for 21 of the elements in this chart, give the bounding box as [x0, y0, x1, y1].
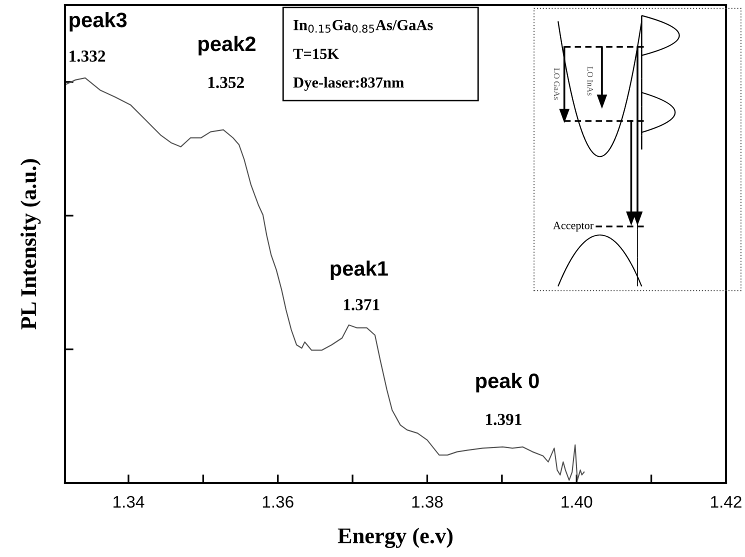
annotation: peak 0	[476, 372, 539, 392]
annotation: 1.391	[486, 414, 522, 426]
annotation: 1.371	[344, 299, 380, 310]
annotation: 1.352	[208, 76, 244, 88]
x-axis-title: Energy (e.v)	[338, 528, 453, 548]
annotation: LO InAs	[587, 66, 593, 96]
x-tick-label: 1.42	[711, 496, 742, 508]
x-tick-label: 1.38	[412, 496, 443, 508]
text: 1.332	[70, 50, 106, 62]
text: peak2	[198, 36, 256, 56]
y-axis-title: PL Intensity (a.u.)	[20, 159, 41, 330]
text: T=15K	[293, 48, 339, 60]
text: In$_{0.15}$Ga$_{0.85}$As/GaAs	[294, 20, 433, 33]
x-tick-label: 1.34	[114, 496, 144, 508]
text: peak3	[70, 12, 127, 32]
annotation: peak1	[330, 260, 388, 280]
x-tick-label: 1.40	[562, 496, 592, 508]
x-tick-label: 1.36	[262, 496, 294, 508]
annotation: Acceptor	[553, 222, 594, 232]
annotation: LO GaAs	[554, 68, 560, 100]
annotation: Dye-laser:837nm	[293, 76, 404, 91]
